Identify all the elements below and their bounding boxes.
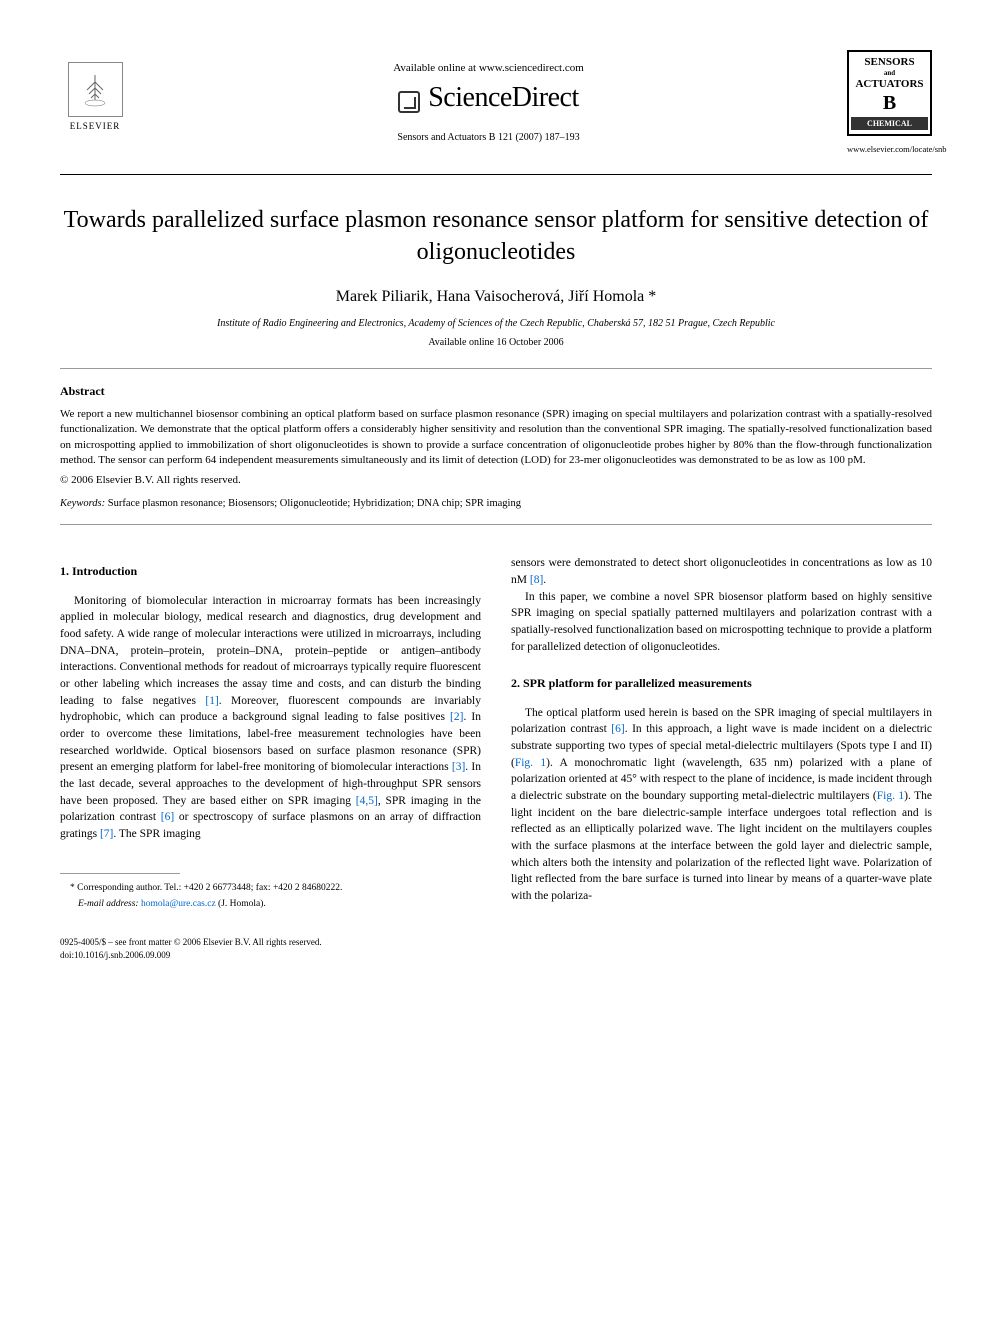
sec2-paragraph: The optical platform used herein is base… bbox=[511, 705, 932, 905]
article-title: Towards parallelized surface plasmon res… bbox=[60, 205, 932, 267]
journal-logo-sensors: SENSORS bbox=[851, 56, 928, 69]
ref-link-3[interactable]: [3] bbox=[452, 761, 465, 773]
sciencedirect-text: ScienceDirect bbox=[428, 82, 579, 113]
email-link[interactable]: homola@ure.cas.cz bbox=[141, 899, 216, 909]
abstract-top-divider bbox=[60, 368, 932, 369]
page-header: ELSEVIER Available online at www.science… bbox=[60, 50, 932, 154]
email-label: E-mail address: bbox=[78, 899, 139, 909]
ref-link-2[interactable]: [2] bbox=[450, 711, 463, 723]
col2-continuation: sensors were demonstrated to detect shor… bbox=[511, 555, 932, 588]
header-divider bbox=[60, 174, 932, 175]
journal-logo-and: and bbox=[851, 69, 928, 77]
sciencedirect-brand: ScienceDirect bbox=[130, 82, 847, 114]
ref-link-6b[interactable]: [6] bbox=[611, 723, 624, 735]
fig-link-1b[interactable]: Fig. 1 bbox=[877, 790, 904, 802]
authors: Marek Piliarik, Hana Vaisocherová, Jiří … bbox=[60, 288, 932, 306]
keywords-label: Keywords: bbox=[60, 498, 105, 509]
section-2-heading: 2. SPR platform for parallelized measure… bbox=[511, 675, 932, 692]
sciencedirect-icon bbox=[398, 91, 420, 113]
journal-url: www.elsevier.com/locate/snb bbox=[847, 144, 932, 154]
section-1-heading: 1. Introduction bbox=[60, 563, 481, 580]
copyright: © 2006 Elsevier B.V. All rights reserved… bbox=[60, 474, 932, 486]
journal-citation: Sensors and Actuators B 121 (2007) 187–1… bbox=[130, 132, 847, 143]
front-matter: 0925-4005/$ – see front matter © 2006 El… bbox=[60, 936, 932, 949]
available-online-text: Available online at www.sciencedirect.co… bbox=[130, 62, 847, 74]
intro-paragraph: Monitoring of biomolecular interaction i… bbox=[60, 593, 481, 843]
journal-logo-box: SENSORS and ACTUATORS B CHEMICAL bbox=[847, 50, 932, 136]
center-header: Available online at www.sciencedirect.co… bbox=[130, 62, 847, 143]
col2-paragraph-2: In this paper, we combine a novel SPR bi… bbox=[511, 589, 932, 656]
ref-link-6[interactable]: [6] bbox=[161, 811, 174, 823]
ref-link-4-5[interactable]: [4,5] bbox=[356, 795, 378, 807]
abstract-text: We report a new multichannel biosensor c… bbox=[60, 407, 932, 469]
ref-link-8[interactable]: [8] bbox=[530, 574, 543, 586]
abstract-heading: Abstract bbox=[60, 384, 932, 399]
page-footer: 0925-4005/$ – see front matter © 2006 El… bbox=[60, 936, 932, 961]
corresponding-author: * Corresponding author. Tel.: +420 2 667… bbox=[60, 882, 481, 896]
journal-logo-actuators: ACTUATORS bbox=[851, 78, 928, 91]
right-column: sensors were demonstrated to detect shor… bbox=[511, 555, 932, 911]
ref-link-1[interactable]: [1] bbox=[205, 695, 218, 707]
footnote-divider bbox=[60, 873, 180, 874]
affiliation: Institute of Radio Engineering and Elect… bbox=[60, 318, 932, 329]
keywords: Keywords: Surface plasmon resonance; Bio… bbox=[60, 498, 932, 509]
ref-link-7[interactable]: [7] bbox=[100, 828, 113, 840]
fig-link-1a[interactable]: Fig. 1 bbox=[515, 757, 546, 769]
journal-logo: SENSORS and ACTUATORS B CHEMICAL www.els… bbox=[847, 50, 932, 154]
elsevier-label: ELSEVIER bbox=[70, 121, 121, 131]
elsevier-tree-icon bbox=[68, 62, 123, 117]
journal-logo-chemical: CHEMICAL bbox=[851, 117, 928, 131]
left-column: 1. Introduction Monitoring of biomolecul… bbox=[60, 555, 481, 911]
journal-logo-b: B bbox=[851, 91, 928, 115]
abstract-bottom-divider bbox=[60, 524, 932, 525]
body-columns: 1. Introduction Monitoring of biomolecul… bbox=[60, 555, 932, 911]
email-line: E-mail address: homola@ure.cas.cz (J. Ho… bbox=[60, 898, 481, 912]
doi: doi:10.1016/j.snb.2006.09.009 bbox=[60, 949, 932, 962]
elsevier-logo: ELSEVIER bbox=[60, 62, 130, 142]
date-online: Available online 16 October 2006 bbox=[60, 337, 932, 348]
email-suffix: (J. Homola). bbox=[216, 899, 266, 909]
keywords-text: Surface plasmon resonance; Biosensors; O… bbox=[105, 498, 521, 509]
